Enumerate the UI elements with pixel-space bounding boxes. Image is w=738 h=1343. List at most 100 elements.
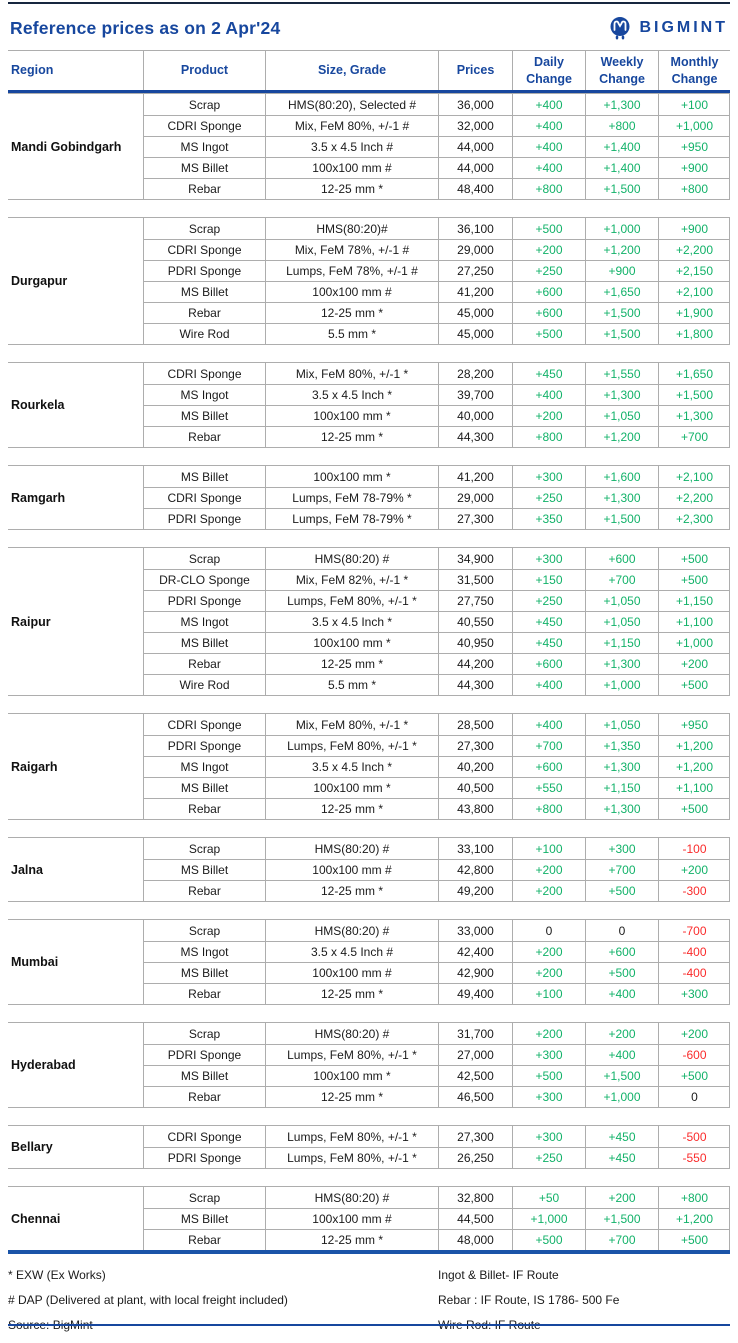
weekly-change-cell: +1,300 <box>585 487 658 508</box>
weekly-change-cell: +1,300 <box>585 653 658 674</box>
daily-change-cell: +800 <box>512 426 585 447</box>
price-cell: 44,000 <box>438 157 512 178</box>
monthly-change-cell: +500 <box>658 569 730 590</box>
daily-change-cell: +350 <box>512 508 585 529</box>
weekly-change-cell: +400 <box>585 1044 658 1065</box>
weekly-change-cell: +1,000 <box>585 674 658 695</box>
monthly-change-cell: +500 <box>658 1065 730 1086</box>
daily-change-cell: +100 <box>512 838 585 859</box>
product-cell: MS Billet <box>143 1065 265 1086</box>
size-grade-cell: 100x100 mm # <box>265 859 438 880</box>
weekly-change-cell: 0 <box>585 920 658 941</box>
weekly-change-cell: +450 <box>585 1126 658 1147</box>
size-grade-cell: 3.5 x 4.5 Inch # <box>265 136 438 157</box>
daily-change-cell: +300 <box>512 1044 585 1065</box>
table-header: Region Product Size, Grade Prices Daily … <box>8 50 730 93</box>
product-cell: Rebar <box>143 302 265 323</box>
price-cell: 29,000 <box>438 487 512 508</box>
size-grade-cell: 12-25 mm * <box>265 178 438 199</box>
column-header-prices: Prices <box>438 51 512 90</box>
product-cell: MS Ingot <box>143 384 265 405</box>
product-cell: Rebar <box>143 178 265 199</box>
monthly-change-cell: +100 <box>658 94 730 115</box>
size-grade-cell: Mix, FeM 80%, +/-1 * <box>265 363 438 384</box>
price-cell: 49,400 <box>438 983 512 1004</box>
monthly-change-cell: +1,200 <box>658 756 730 777</box>
weekly-change-cell: +400 <box>585 983 658 1004</box>
weekly-change-cell: +1,350 <box>585 735 658 756</box>
monthly-change-cell: +800 <box>658 178 730 199</box>
product-cell: Rebar <box>143 1086 265 1107</box>
daily-change-cell: +400 <box>512 115 585 136</box>
size-grade-cell: 5.5 mm * <box>265 674 438 695</box>
monthly-change-cell: +300 <box>658 983 730 1004</box>
price-cell: 32,000 <box>438 115 512 136</box>
size-grade-cell: Lumps, FeM 80%, +/-1 * <box>265 590 438 611</box>
product-cell: MS Ingot <box>143 136 265 157</box>
daily-change-cell: +450 <box>512 611 585 632</box>
product-cell: CDRI Sponge <box>143 487 265 508</box>
region-name: Mandi Gobindgarh <box>11 139 122 154</box>
monthly-change-cell: +2,300 <box>658 508 730 529</box>
price-cell: 40,550 <box>438 611 512 632</box>
weekly-change-cell: +1,150 <box>585 632 658 653</box>
region-name: Jalna <box>11 862 43 877</box>
size-grade-cell: Lumps, FeM 78-79% * <box>265 487 438 508</box>
size-grade-cell: 100x100 mm * <box>265 466 438 487</box>
monthly-change-cell: +950 <box>658 714 730 735</box>
size-grade-cell: 100x100 mm # <box>265 281 438 302</box>
weekly-change-cell: +200 <box>585 1023 658 1044</box>
size-grade-cell: HMS(80:20) # <box>265 1187 438 1208</box>
weekly-change-cell: +900 <box>585 260 658 281</box>
size-grade-cell: HMS(80:20) # <box>265 1023 438 1044</box>
price-cell: 32,800 <box>438 1187 512 1208</box>
weekly-change-cell: +200 <box>585 1187 658 1208</box>
product-cell: CDRI Sponge <box>143 714 265 735</box>
product-cell: CDRI Sponge <box>143 115 265 136</box>
price-cell: 33,000 <box>438 920 512 941</box>
size-grade-cell: HMS(80:20) # <box>265 920 438 941</box>
region-block-rourkela: Rourkela CDRI Sponge Mix, FeM 80%, +/-1 * 2… <box>8 362 730 448</box>
price-cell: 44,300 <box>438 426 512 447</box>
size-grade-cell: Mix, FeM 80%, +/-1 # <box>265 115 438 136</box>
footnotes-left: * EXW (Ex Works) # DAP (Delivered at pla… <box>8 1268 730 1332</box>
monthly-change-cell: +900 <box>658 157 730 178</box>
table-bottom-bar <box>8 1250 730 1254</box>
product-cell: MS Billet <box>143 405 265 426</box>
product-cell: Wire Rod <box>143 323 265 344</box>
weekly-change-cell: +1,300 <box>585 94 658 115</box>
daily-change-cell: +250 <box>512 260 585 281</box>
product-cell: PDRI Sponge <box>143 1147 265 1168</box>
daily-change-cell: +250 <box>512 1147 585 1168</box>
region-block-hyderabad: Hyderabad Scrap HMS(80:20) #31,700 +200 +200… <box>8 1022 730 1108</box>
price-cell: 33,100 <box>438 838 512 859</box>
price-cell: 41,200 <box>438 281 512 302</box>
monthly-change-cell: +1,100 <box>658 611 730 632</box>
size-grade-cell: Lumps, FeM 80%, +/-1 * <box>265 1044 438 1065</box>
daily-change-cell: +400 <box>512 94 585 115</box>
product-cell: MS Billet <box>143 632 265 653</box>
price-cell: 49,200 <box>438 880 512 901</box>
daily-change-cell: +600 <box>512 302 585 323</box>
price-cell: 40,950 <box>438 632 512 653</box>
price-cell: 40,500 <box>438 777 512 798</box>
size-grade-cell: Lumps, FeM 80%, +/-1 * <box>265 1126 438 1147</box>
size-grade-cell: 12-25 mm * <box>265 798 438 819</box>
monthly-change-cell: +700 <box>658 426 730 447</box>
region-name: Chennai <box>11 1211 61 1226</box>
monthly-change-cell: +2,100 <box>658 281 730 302</box>
daily-change-cell: +300 <box>512 1126 585 1147</box>
column-header-size-grade: Size, Grade <box>265 51 438 90</box>
product-cell: MS Billet <box>143 859 265 880</box>
daily-change-cell: +300 <box>512 466 585 487</box>
footnote-rebar-route: Rebar : IF Route, IS 1786- 500 Fe <box>438 1293 620 1307</box>
weekly-change-cell: +450 <box>585 1147 658 1168</box>
price-cell: 42,400 <box>438 941 512 962</box>
monthly-change-cell: +1,800 <box>658 323 730 344</box>
product-cell: PDRI Sponge <box>143 590 265 611</box>
price-cell: 44,000 <box>438 136 512 157</box>
daily-change-cell: +300 <box>512 1086 585 1107</box>
size-grade-cell: 100x100 mm * <box>265 1065 438 1086</box>
region-block-mandi-gobindgarh: Mandi Gobindgarh Scrap HMS(80:20), Selecte… <box>8 93 730 200</box>
price-cell: 27,750 <box>438 590 512 611</box>
